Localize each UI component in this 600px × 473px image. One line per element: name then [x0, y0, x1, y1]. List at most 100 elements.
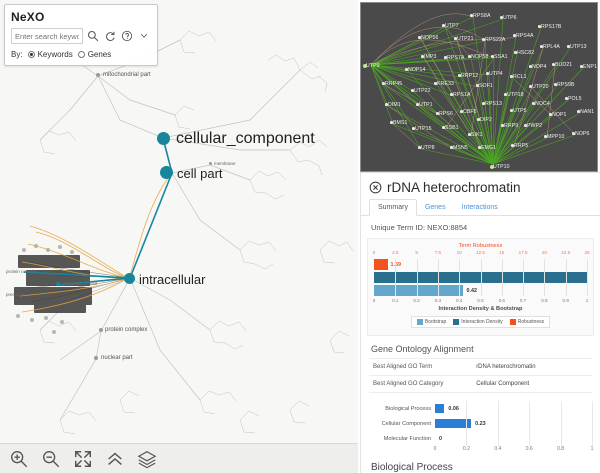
chevron-down-icon[interactable]	[137, 29, 151, 43]
gene-node[interactable]	[529, 85, 532, 88]
bar-bootstrap[interactable]	[374, 285, 464, 296]
gene-node[interactable]	[577, 110, 580, 113]
gene-node[interactable]	[390, 121, 393, 124]
graph-node-protein-complex[interactable]	[99, 328, 103, 332]
gene-node[interactable]	[454, 37, 457, 40]
gene-node[interactable]	[491, 55, 494, 58]
gene-node[interactable]	[532, 102, 535, 105]
gene-node[interactable]	[442, 24, 445, 27]
graph-node-cellular-component[interactable]	[157, 132, 170, 145]
legend-item[interactable]: Robustness	[509, 319, 544, 325]
gene-node[interactable]	[436, 112, 439, 115]
gene-node[interactable]	[554, 83, 557, 86]
gene-node[interactable]	[572, 132, 575, 135]
gene-node[interactable]	[363, 64, 367, 68]
help-icon[interactable]	[120, 29, 134, 43]
radio-genes-dot[interactable]	[77, 51, 85, 58]
gene-node[interactable]	[511, 144, 514, 147]
gene-node[interactable]	[567, 45, 570, 48]
gene-node[interactable]	[416, 103, 419, 106]
gene-node[interactable]	[501, 124, 504, 127]
search-panel[interactable]: NeXO	[4, 4, 158, 66]
gene-node[interactable]	[478, 146, 481, 149]
tab-interactions[interactable]: Interactions	[461, 204, 498, 211]
legend-item[interactable]: Interaction Density	[453, 319, 503, 325]
graph-node-membrane[interactable]	[209, 162, 212, 165]
gene-node[interactable]	[504, 93, 507, 96]
zoom-out-icon[interactable]	[40, 448, 62, 470]
graph-node-intracellular[interactable]	[124, 273, 135, 284]
reset-icon[interactable]	[103, 29, 117, 43]
gene-node[interactable]	[477, 118, 480, 121]
gene-node[interactable]	[514, 51, 517, 54]
go-category-track: 0.23	[435, 416, 592, 431]
tab-summary[interactable]: Summary	[369, 199, 417, 216]
gene-node[interactable]	[544, 135, 547, 138]
ontology-graph-viewer[interactable]: cellular_component cell part intracellul…	[0, 0, 358, 473]
gene-node[interactable]	[385, 103, 388, 106]
gene-node[interactable]	[412, 127, 415, 130]
gene-node[interactable]	[470, 14, 473, 17]
gene-node[interactable]	[411, 89, 414, 92]
gene-node[interactable]	[418, 146, 421, 149]
gene-node[interactable]	[421, 55, 424, 58]
axis-tick: 0.8	[557, 446, 565, 452]
gene-node[interactable]	[580, 65, 583, 68]
bar-robustness[interactable]	[374, 259, 388, 270]
close-icon[interactable]	[369, 181, 382, 194]
search-input[interactable]	[11, 28, 83, 44]
radio-genes[interactable]: Genes	[77, 50, 111, 59]
detail-tabs[interactable]: Summary Genes Interactions	[361, 199, 600, 216]
graph-node-ribosomal-subunit[interactable]	[56, 282, 60, 286]
axis-tick: 10	[456, 250, 462, 255]
gene-node[interactable]	[524, 124, 527, 127]
layers-icon[interactable]	[136, 448, 158, 470]
gene-node[interactable]	[549, 113, 552, 116]
gene-node[interactable]	[510, 109, 513, 112]
gene-node[interactable]	[510, 75, 513, 78]
axis-tick: 0.6	[498, 298, 505, 303]
graph-node-cell-part[interactable]	[160, 166, 173, 179]
go-category-bar[interactable]	[435, 404, 445, 413]
gene-node[interactable]	[482, 38, 485, 41]
search-icon[interactable]	[86, 29, 100, 43]
gene-node[interactable]	[538, 25, 541, 28]
tab-genes[interactable]: Genes	[424, 204, 446, 211]
gene-node[interactable]	[529, 65, 532, 68]
gene-node[interactable]	[450, 146, 453, 149]
gene-node[interactable]	[500, 16, 503, 19]
legend-item[interactable]: Bootstrap	[416, 319, 446, 325]
gene-node[interactable]	[460, 110, 463, 113]
go-category-bar[interactable]	[435, 419, 472, 428]
gene-node[interactable]	[405, 68, 408, 71]
gene-node[interactable]	[565, 97, 568, 100]
gene-node[interactable]	[513, 34, 516, 37]
radio-keywords[interactable]: Keywords	[27, 50, 73, 59]
gene-node[interactable]	[476, 84, 479, 87]
zoom-in-icon[interactable]	[8, 448, 30, 470]
gene-node[interactable]	[442, 126, 445, 129]
gridline	[529, 401, 531, 446]
fit-screen-icon[interactable]	[72, 448, 94, 470]
radio-keywords-dot[interactable]	[27, 51, 35, 58]
gene-node[interactable]	[486, 72, 489, 75]
gene-node[interactable]	[382, 82, 385, 85]
graph-node-mitochondrial-part[interactable]	[96, 73, 100, 77]
gene-node[interactable]	[482, 102, 485, 105]
gene-node[interactable]	[434, 82, 437, 85]
gene-node[interactable]	[540, 45, 543, 48]
collapse-icon[interactable]	[104, 448, 126, 470]
gene-node[interactable]	[450, 93, 453, 96]
term-detail-panel[interactable]: rDNA heterochromatin Summary Genes Inter…	[360, 172, 600, 473]
gene-node[interactable]	[468, 55, 471, 58]
gene-node[interactable]	[490, 165, 494, 169]
gene-node[interactable]	[458, 74, 461, 77]
gene-node[interactable]	[552, 63, 555, 66]
gene-interaction-network[interactable]: UTP9 UTP10 RPS8A UTP6 UTP7 RPS17B NOP56 UTP21 RP…	[360, 2, 598, 172]
graph-node-nuclear-part[interactable]	[94, 356, 98, 360]
ontology-canvas[interactable]	[0, 0, 358, 473]
gene-node[interactable]	[418, 36, 421, 39]
graph-toolbar[interactable]	[0, 443, 358, 473]
gene-node[interactable]	[444, 56, 447, 59]
gene-node[interactable]	[468, 133, 471, 136]
